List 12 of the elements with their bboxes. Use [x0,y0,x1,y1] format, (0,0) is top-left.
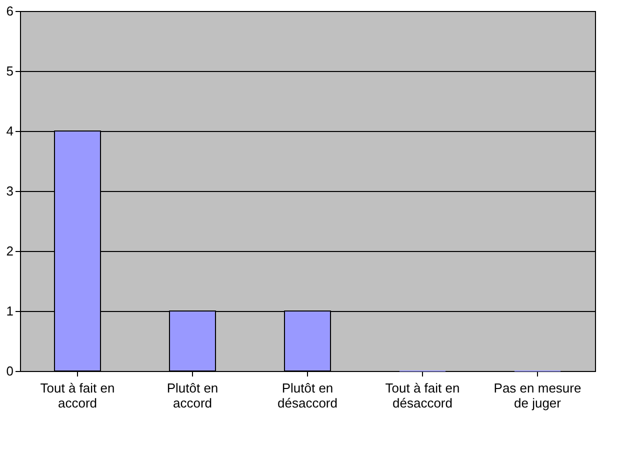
y-tick-label: 1 [6,304,14,318]
x-tick-label: Pas en mesure de juger [494,380,582,410]
y-tick-label: 5 [6,64,14,78]
x-tick-label: Tout à fait en accord [40,380,115,410]
x-tick-label: Tout à fait en désaccord [385,380,460,410]
y-tick-label: 0 [6,364,14,378]
y-tick-label: 4 [6,124,14,138]
y-tick-label: 6 [6,4,14,18]
x-tick-label: Plutôt en désaccord [278,380,338,410]
y-tick-label: 2 [6,244,14,258]
x-tick-label: Plutôt en accord [166,380,218,410]
y-tick-label: 3 [6,184,14,198]
